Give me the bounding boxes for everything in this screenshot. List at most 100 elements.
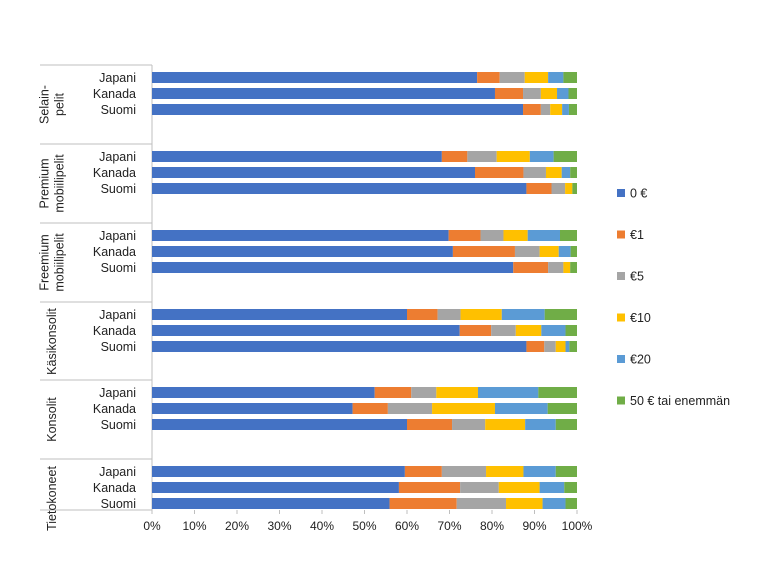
bar-segment-50-tai-enemm-n — [568, 88, 577, 99]
bar-segment--1 — [404, 466, 442, 477]
bar-segment-50-tai-enemm-n — [544, 309, 577, 320]
bar-segment--5 — [491, 325, 516, 336]
bar-segment--1 — [389, 498, 457, 509]
bar-segment--5 — [467, 151, 497, 162]
x-tick-label: 70% — [437, 519, 461, 533]
bar-segment--1 — [477, 72, 500, 83]
bar-segment-0- — [152, 151, 442, 162]
bar-segment-0- — [152, 246, 453, 257]
group-label-line: mobiilipelit — [53, 154, 67, 213]
category-label: Kanada — [93, 166, 136, 180]
bar-segment--1 — [407, 419, 453, 430]
bar-segment--20 — [558, 246, 571, 257]
bar-segment--5 — [514, 246, 540, 257]
group-label-line: pelit — [53, 93, 67, 116]
bar-segment-50-tai-enemm-n — [555, 419, 577, 430]
bar-segment--10 — [460, 309, 502, 320]
bar-segment--1 — [452, 246, 515, 257]
bar-segment--20 — [501, 309, 545, 320]
bar-segment--1 — [523, 104, 541, 115]
bar-segment--20 — [565, 341, 570, 352]
x-tick-label: 60% — [395, 519, 419, 533]
bar-segment--5 — [499, 72, 525, 83]
category-label: Japani — [99, 150, 136, 164]
bar-segment--20 — [494, 403, 548, 414]
bar-segment--1 — [494, 88, 524, 99]
bar-segment--5 — [460, 482, 499, 493]
bar-segment--5 — [540, 104, 551, 115]
bar-segment--20 — [557, 88, 569, 99]
bar-segment-50-tai-enemm-n — [568, 104, 577, 115]
category-label: Suomi — [101, 497, 136, 511]
group-label: Selain-pelit — [38, 85, 67, 124]
group-label-line: Freemium — [38, 234, 52, 290]
bar-segment--10 — [550, 104, 563, 115]
bar-segment--5 — [548, 262, 564, 273]
legend-label: 0 € — [630, 187, 647, 201]
x-tick-label: 40% — [310, 519, 334, 533]
x-tick-label: 90% — [522, 519, 546, 533]
bar-segment--1 — [526, 341, 545, 352]
x-tick-label: 80% — [480, 519, 504, 533]
bar-segment--5 — [551, 183, 566, 194]
category-label: Suomi — [101, 261, 136, 275]
bar-segment--10 — [436, 387, 478, 398]
group-label-line: Tietokoneet — [45, 466, 59, 531]
bar-segment-50-tai-enemm-n — [565, 498, 577, 509]
bar-segment--5 — [480, 230, 504, 241]
category-label: Suomi — [101, 182, 136, 196]
bar-segment--20 — [541, 325, 566, 336]
bar-segment--20 — [542, 498, 566, 509]
x-tick-label: 10% — [182, 519, 206, 533]
x-tick-label: 30% — [267, 519, 291, 533]
bar-segment-50-tai-enemm-n — [553, 151, 577, 162]
bar-segment-50-tai-enemm-n — [565, 325, 577, 336]
bar-segment-50-tai-enemm-n — [555, 466, 577, 477]
bar-segment-0- — [152, 262, 514, 273]
bar-segment--5 — [441, 466, 487, 477]
group-label-line: Käsikonsolit — [45, 308, 59, 375]
bar-segment-50-tai-enemm-n — [538, 387, 577, 398]
bar-segment-50-tai-enemm-n — [547, 403, 577, 414]
bar-segment--10 — [503, 230, 528, 241]
bar-segment--20 — [529, 151, 554, 162]
bar-segment-50-tai-enemm-n — [570, 262, 577, 273]
bar-segment--5 — [544, 341, 556, 352]
bar-segment--1 — [374, 387, 412, 398]
bar-segment-50-tai-enemm-n — [560, 230, 577, 241]
category-label: Japani — [99, 465, 136, 479]
bar-segment--5 — [523, 88, 541, 99]
legend-label: €5 — [630, 270, 644, 284]
bar-segment--1 — [459, 325, 492, 336]
bar-segment-50-tai-enemm-n — [564, 482, 577, 493]
bar-segment--20 — [561, 167, 571, 178]
bar-segment--10 — [506, 498, 543, 509]
x-tick-label: 100% — [562, 519, 593, 533]
group-label: Käsikonsolit — [45, 308, 59, 375]
bar-segment-0- — [152, 183, 527, 194]
category-label: Japani — [99, 229, 136, 243]
group-label: Konsolit — [45, 397, 59, 442]
legend-swatch — [617, 313, 625, 322]
bar-segment--5 — [523, 167, 546, 178]
bar-segment--1 — [475, 167, 524, 178]
bar-segment-0- — [152, 325, 460, 336]
bar-segment-50-tai-enemm-n — [569, 341, 577, 352]
bar-segment--1 — [441, 151, 468, 162]
category-label: Suomi — [101, 103, 136, 117]
bar-segment--5 — [452, 419, 486, 430]
legend-swatch — [617, 355, 625, 363]
bar-segment--10 — [498, 482, 540, 493]
legend-swatch — [617, 396, 625, 405]
legend-label: 50 € tai enemmän — [630, 394, 730, 408]
bar-segment--10 — [565, 183, 573, 194]
category-label: Kanada — [93, 481, 136, 495]
category-label: Japani — [99, 308, 136, 322]
bar-segment-0- — [152, 466, 405, 477]
legend-label: €10 — [630, 311, 651, 325]
bar-segment--1 — [513, 262, 549, 273]
category-label: Suomi — [101, 340, 136, 354]
bar-segment-0- — [152, 419, 407, 430]
group-label-line: mobiilipelit — [53, 233, 67, 292]
bar-segment--1 — [448, 230, 481, 241]
